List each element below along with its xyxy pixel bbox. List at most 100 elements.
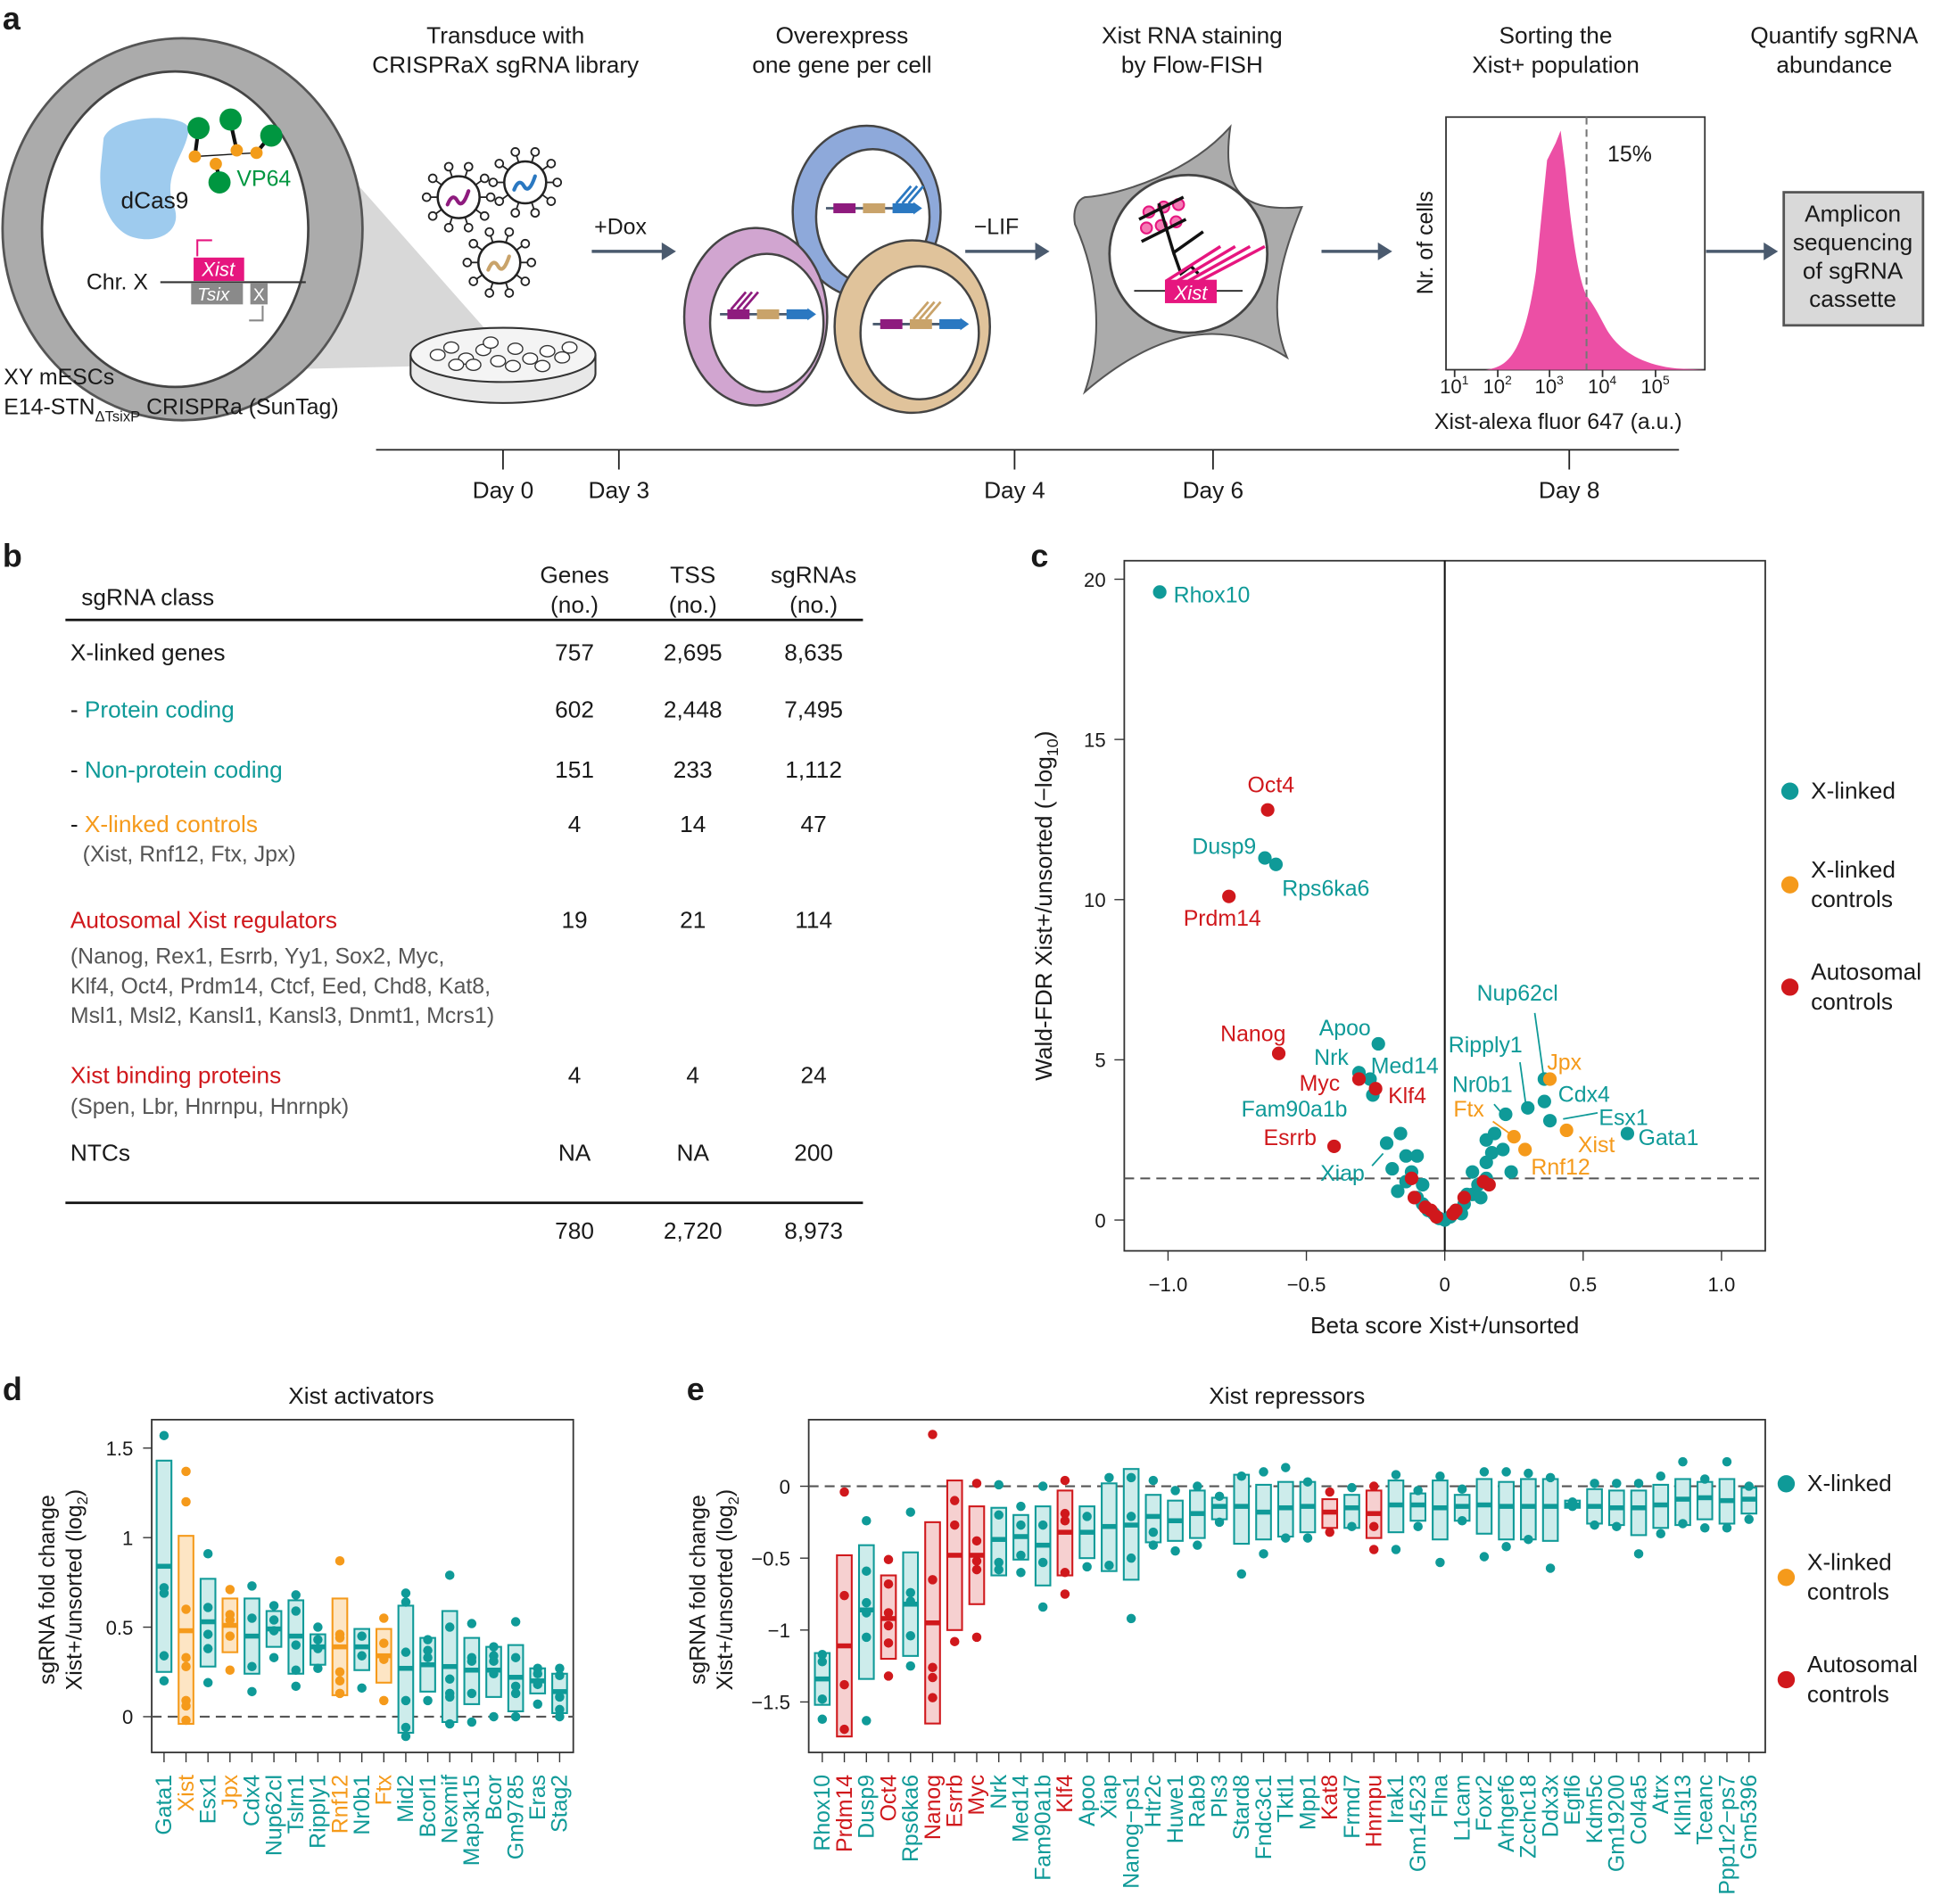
point-label: Nr0b1	[1452, 1072, 1513, 1097]
column-header-tss-unit: (no.)	[669, 591, 717, 618]
sgrna-point	[291, 1590, 301, 1600]
sgrna-point	[1037, 1602, 1048, 1612]
box-esx1	[199, 1548, 217, 1688]
gene-label: Gm14523	[1406, 1775, 1431, 1872]
box-atrx	[1652, 1471, 1670, 1539]
panel-label-b: b	[3, 538, 22, 574]
gene-label: Tceanc	[1693, 1775, 1718, 1845]
box-egfl6	[1564, 1497, 1582, 1512]
point-label: Nanog	[1220, 1022, 1285, 1047]
gene-label: Ftx	[372, 1774, 397, 1805]
y-label-main: Xist+/unsorted (log	[62, 1504, 87, 1690]
sgrna-point	[905, 1587, 916, 1598]
row-class-name: Autosomal Xist regulators	[70, 907, 337, 934]
row-prefix: -	[70, 756, 85, 783]
label-leader-line	[1493, 1103, 1502, 1114]
data-point	[1487, 1126, 1502, 1141]
histogram-tick: 103	[1535, 373, 1565, 398]
sgrna-point	[1391, 1545, 1401, 1554]
box-tktl1	[1276, 1463, 1294, 1543]
amplicon-text: of sgRNA	[1803, 257, 1904, 284]
box-median	[398, 1665, 414, 1671]
tsix-gene-box	[191, 283, 244, 305]
sgrna-point	[181, 1496, 191, 1507]
gene-label: Arhgef6	[1494, 1775, 1519, 1852]
y-tick-label: 15	[1084, 729, 1106, 751]
sgrna-point	[1722, 1523, 1732, 1533]
gene-label: Stard8	[1229, 1775, 1254, 1840]
data-point-rnf12	[1518, 1142, 1532, 1157]
row-gene-list: Klf4, Oct4, Prdm14, Ctcf, Eed, Chd8, Kat…	[70, 974, 491, 999]
box-xist	[178, 1466, 194, 1726]
cell-genes: 4	[568, 811, 582, 837]
box-dusp9	[857, 1515, 875, 1726]
box-median	[442, 1663, 458, 1669]
cell-tss: 21	[680, 907, 706, 934]
gene-label: Xist	[174, 1775, 199, 1812]
tsix-deletion-mark: X	[253, 285, 265, 305]
sgrna-point	[401, 1722, 411, 1733]
data-point	[1399, 1149, 1413, 1163]
cell-genes: 757	[555, 639, 594, 666]
panel-label-e: e	[687, 1371, 705, 1407]
sgrna-point	[1656, 1471, 1666, 1481]
sgrna-point	[1148, 1475, 1159, 1486]
box-mpp1	[1299, 1477, 1317, 1543]
box-flna	[1432, 1471, 1449, 1568]
virus-spike-knob	[485, 192, 496, 202]
box-median	[354, 1644, 369, 1650]
sgrna-point	[928, 1662, 938, 1672]
sgrna-point	[1082, 1562, 1092, 1572]
gene-label: Irak1	[1384, 1775, 1408, 1824]
row-prefix: -	[70, 811, 85, 837]
activation-mark	[901, 185, 919, 204]
x-tick-label: 1.0	[1708, 1273, 1736, 1296]
sgrna-point	[335, 1688, 345, 1699]
sgrna-point	[839, 1487, 849, 1497]
timeline-day: Day 0	[473, 476, 534, 503]
lif-label: −LIF	[974, 215, 1019, 240]
step-titles: Transduce with CRISPRaX sgRNA library Ov…	[372, 21, 1919, 78]
box-foxr2	[1475, 1467, 1493, 1562]
sgrna-point	[1457, 1515, 1467, 1526]
box-esrrb	[946, 1480, 963, 1646]
box-median	[1013, 1534, 1028, 1539]
data-point-dusp9	[1258, 851, 1272, 865]
gene-block	[786, 309, 809, 319]
total-sgrnas: 8,973	[784, 1217, 843, 1244]
tsix-promoter-arrow-icon	[249, 305, 264, 322]
gene-label: Bcor	[482, 1775, 507, 1820]
sgrna-point	[1435, 1471, 1445, 1481]
virus-spike	[505, 235, 509, 243]
point-label: Xist	[1578, 1133, 1615, 1158]
x-tick-label: 0.5	[1569, 1273, 1597, 1296]
box-nanog−ps1	[1122, 1468, 1140, 1624]
data-point	[1429, 1209, 1443, 1224]
table-row-label: X-linked genes	[70, 639, 226, 666]
sgrna-point	[1435, 1557, 1445, 1568]
dish-cell	[465, 359, 482, 371]
gene-label: Gm5396	[1737, 1775, 1762, 1859]
chr-x-label: Chr. X	[87, 270, 148, 295]
virus-spike-knob	[504, 288, 515, 298]
legend-swatch	[1780, 978, 1799, 996]
box-prdm14	[836, 1487, 853, 1738]
activators-boxplot: Xist activators 0 0.5 1 1.5 sgRNA fold change…	[35, 1382, 574, 1866]
legend-label: controls	[1811, 988, 1893, 1015]
sgrna-point	[181, 1701, 191, 1711]
point-label: Rhox10	[1174, 583, 1251, 608]
sgrna-point	[181, 1466, 191, 1477]
box-bcor	[485, 1642, 502, 1722]
box-klf4	[1056, 1475, 1074, 1599]
y-tick-label: 0.5	[106, 1617, 134, 1639]
sgrna-library-table: sgRNA class Genes (no.) TSS (no.) sgRNAs…	[65, 562, 863, 1244]
sgrna-point	[444, 1622, 455, 1632]
gene-label: Dusp9	[855, 1775, 880, 1839]
dish-cell	[442, 341, 459, 354]
cell-sgrnas: 47	[801, 811, 827, 837]
virus-spike-knob	[504, 227, 515, 237]
box-median	[1653, 1502, 1669, 1508]
point-label: Ripply1	[1449, 1033, 1523, 1058]
sgrna-point	[555, 1692, 565, 1702]
sgrna-point	[423, 1695, 433, 1706]
